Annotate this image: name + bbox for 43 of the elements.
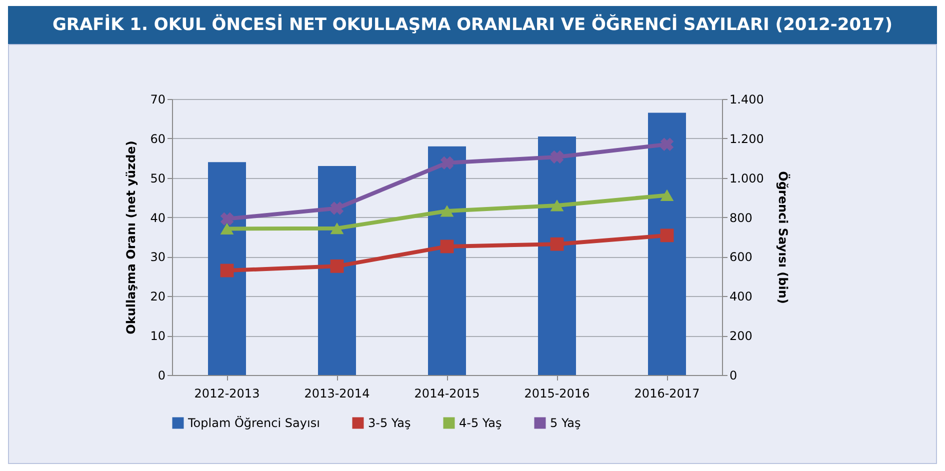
- point: [550, 150, 564, 164]
- legend-label: 4-5 Yaş: [459, 416, 502, 430]
- x-tick-label: 2015-2016: [524, 386, 590, 400]
- point: [440, 240, 454, 254]
- y-tick-label: 0: [158, 368, 166, 382]
- point: [220, 212, 234, 226]
- y2-tick-label: 1.400: [730, 92, 764, 106]
- legend-label: 5 Yaş: [550, 416, 581, 430]
- point: [660, 189, 674, 202]
- y2-tick-label: 1.200: [730, 132, 764, 146]
- x-tick-label: 2014-2015: [414, 386, 480, 400]
- legend-label: Toplam Öğrenci Sayısı: [187, 416, 320, 430]
- y-tick-label: 50: [150, 171, 166, 186]
- point: [440, 156, 454, 170]
- y-tick-label: 70: [150, 92, 166, 106]
- point: [550, 237, 564, 251]
- y2-tick-label: 400: [730, 290, 752, 304]
- legend-label: 3-5 Yaş: [368, 416, 411, 430]
- y2-tick-label: 800: [730, 210, 752, 225]
- y2-tick-label: 1.000: [730, 171, 764, 186]
- x-tick-label: 2016-2017: [634, 386, 700, 400]
- chart-title: GRAFİK 1. OKUL ÖNCESİ NET OKULLAŞMA ORANLARI VE ÖĞRENCİ SAYILARI (2012-2017): [8, 6, 937, 44]
- y-tick-label: 20: [150, 290, 166, 304]
- point: [330, 259, 344, 273]
- y2-tick-label: 0: [730, 368, 738, 382]
- x-tick-label: 2013-2014: [304, 386, 370, 400]
- point: [220, 222, 234, 235]
- point: [660, 138, 674, 151]
- y-tick-label: 10: [150, 329, 166, 344]
- y2-axis-title: Öğrenci Sayısı (bin): [776, 171, 791, 304]
- y2-tick-label: 200: [730, 329, 752, 344]
- y-tick-label: 30: [150, 250, 166, 264]
- point: [330, 202, 344, 215]
- y-tick-label: 60: [150, 132, 166, 146]
- point: [440, 205, 454, 217]
- y-axis-title: Okullaşma Oranı (net yüzde): [124, 140, 138, 334]
- y-tick-label: 40: [150, 210, 166, 225]
- point: [330, 222, 344, 234]
- point: [550, 200, 564, 212]
- y2-tick-label: 600: [730, 250, 752, 264]
- x-tick-label: 2012-2013: [194, 386, 260, 400]
- point: [660, 228, 674, 242]
- point: [220, 264, 234, 278]
